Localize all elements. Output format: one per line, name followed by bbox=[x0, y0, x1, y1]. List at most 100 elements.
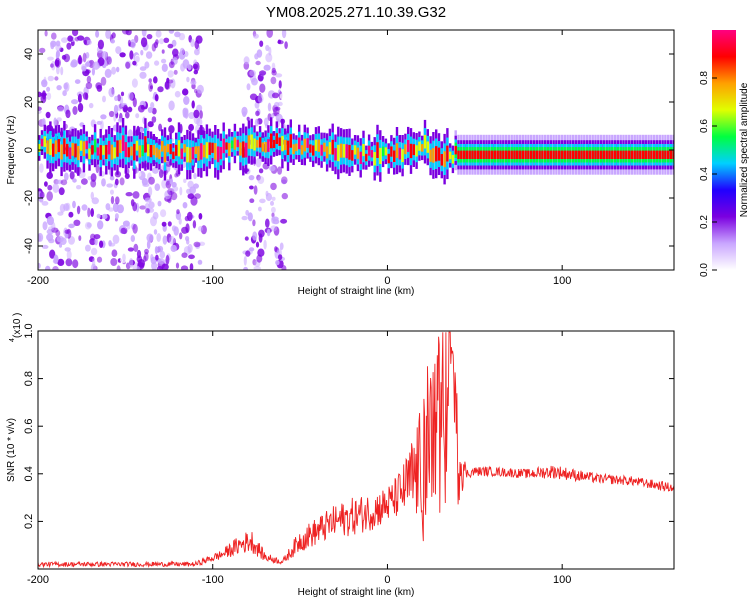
noise-speck bbox=[167, 117, 172, 123]
noise-speck bbox=[77, 35, 85, 41]
noise-speck bbox=[162, 235, 168, 245]
noise-speck bbox=[188, 123, 195, 132]
noise-speck bbox=[108, 87, 115, 98]
noise-speck bbox=[102, 95, 106, 103]
noise-speck bbox=[175, 262, 180, 269]
noise-speck bbox=[167, 79, 174, 84]
noise-speck bbox=[117, 94, 121, 102]
signal-cell bbox=[566, 150, 569, 159]
noise-speck bbox=[88, 102, 94, 109]
signal-cell bbox=[272, 139, 276, 148]
signal-cell bbox=[426, 141, 429, 153]
noise-speck bbox=[119, 177, 125, 186]
signal-cell bbox=[225, 142, 228, 150]
signal-cell bbox=[549, 150, 552, 159]
noise-speck bbox=[275, 260, 280, 266]
signal-cell bbox=[57, 139, 60, 153]
signal-cell bbox=[284, 139, 287, 151]
signal-cell bbox=[127, 147, 130, 158]
noise-speck bbox=[182, 107, 189, 115]
signal-cell bbox=[585, 150, 589, 159]
noise-speck bbox=[50, 63, 54, 68]
noise-speck bbox=[281, 30, 287, 39]
signal-cell bbox=[613, 150, 617, 159]
noise-speck bbox=[100, 103, 106, 110]
signal-cell bbox=[68, 147, 72, 159]
signal-cell bbox=[496, 150, 499, 159]
noise-speck bbox=[83, 39, 87, 45]
noise-speck bbox=[252, 219, 256, 227]
noise-speck bbox=[47, 56, 54, 61]
noise-speck bbox=[271, 70, 277, 76]
noise-speck bbox=[241, 215, 248, 221]
noise-speck bbox=[270, 113, 275, 119]
colorbar-tick-label: 0.6 bbox=[699, 119, 710, 133]
signal-cell bbox=[99, 145, 102, 160]
noise-speck bbox=[145, 208, 150, 214]
noise-speck bbox=[146, 34, 153, 40]
signal-cell bbox=[381, 146, 385, 157]
signal-cell bbox=[328, 142, 332, 155]
noise-speck bbox=[156, 233, 161, 242]
signal-cell bbox=[130, 146, 133, 156]
signal-cell bbox=[49, 139, 52, 156]
signal-cell bbox=[504, 150, 508, 159]
noise-speck bbox=[105, 203, 111, 211]
noise-speck bbox=[110, 196, 115, 205]
noise-speck bbox=[148, 201, 155, 209]
noise-speck bbox=[76, 205, 81, 215]
signal-cell bbox=[43, 136, 46, 147]
noise-speck bbox=[179, 186, 183, 196]
signal-cell bbox=[384, 147, 388, 156]
noise-speck bbox=[256, 174, 261, 181]
spectrogram-marks bbox=[38, 30, 674, 270]
noise-speck bbox=[45, 55, 50, 63]
noise-speck bbox=[245, 250, 251, 257]
noise-speck bbox=[131, 78, 138, 88]
noise-speck bbox=[112, 234, 120, 244]
y-tick-label: 0.4 bbox=[23, 466, 35, 481]
noise-speck bbox=[146, 233, 154, 243]
signal-cell bbox=[169, 144, 172, 155]
signal-cell bbox=[367, 145, 371, 156]
signal-cell bbox=[488, 150, 491, 159]
noise-speck bbox=[275, 73, 283, 78]
noise-speck bbox=[267, 102, 272, 112]
noise-speck bbox=[161, 58, 167, 64]
signal-cell bbox=[334, 148, 337, 161]
noise-speck bbox=[271, 206, 276, 214]
noise-speck bbox=[139, 71, 147, 79]
signal-cell bbox=[412, 144, 415, 156]
noise-speck bbox=[108, 110, 115, 118]
noise-speck bbox=[43, 76, 47, 85]
noise-speck bbox=[252, 231, 258, 241]
signal-cell bbox=[370, 150, 374, 158]
noise-speck bbox=[152, 167, 159, 174]
signal-cell bbox=[622, 150, 625, 159]
signal-cell bbox=[309, 144, 312, 153]
noise-speck bbox=[91, 197, 100, 205]
noise-speck bbox=[277, 101, 283, 107]
noise-speck bbox=[198, 225, 204, 232]
noise-speck bbox=[160, 209, 167, 218]
noise-speck bbox=[77, 93, 82, 103]
x-tick-label: -100 bbox=[202, 275, 224, 287]
signal-cell bbox=[594, 150, 597, 159]
noise-speck bbox=[60, 179, 68, 186]
signal-cell bbox=[356, 147, 360, 159]
noise-speck bbox=[246, 116, 250, 121]
noise-speck bbox=[84, 69, 91, 74]
noise-speck bbox=[241, 106, 248, 116]
colorbar-tick-label: 0.8 bbox=[699, 71, 710, 85]
signal-cell bbox=[359, 151, 362, 164]
signal-cell bbox=[437, 147, 441, 161]
noise-speck bbox=[81, 204, 88, 211]
signal-cell bbox=[214, 143, 217, 160]
signal-cell bbox=[462, 150, 466, 159]
signal-cell bbox=[664, 150, 667, 159]
signal-cell bbox=[630, 150, 634, 159]
noise-speck bbox=[110, 39, 115, 44]
noise-speck bbox=[65, 109, 71, 119]
noise-speck bbox=[277, 166, 283, 175]
x-tick-label: -200 bbox=[27, 574, 49, 586]
